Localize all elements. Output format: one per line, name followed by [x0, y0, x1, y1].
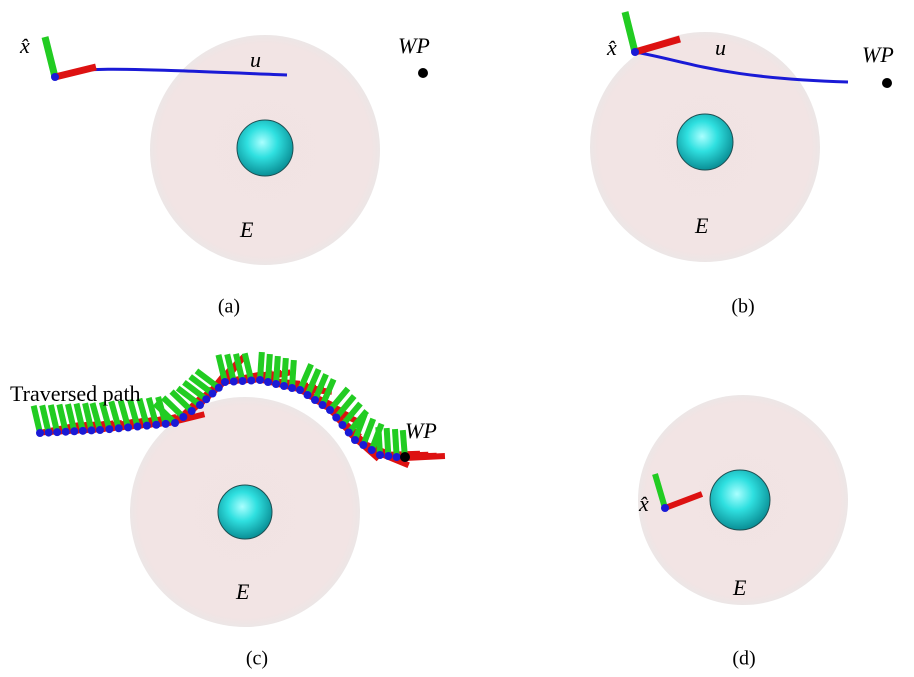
robot-label: x̂ [638, 491, 649, 516]
trail-point [162, 420, 170, 428]
trail-point [152, 421, 160, 429]
caption: (a) [218, 296, 240, 318]
robot-label: x̂ [19, 33, 30, 58]
trail-point [272, 380, 280, 388]
trail-point [351, 436, 359, 444]
frame-axis-y [42, 405, 48, 432]
trail-point [264, 378, 272, 386]
trail-point [319, 401, 327, 409]
control-label: u [715, 35, 726, 60]
trail-point [209, 390, 217, 398]
trail-point [332, 414, 340, 422]
trail-point [45, 429, 53, 437]
frame-axis-y [387, 428, 389, 456]
obstacle [710, 470, 770, 530]
trail-point [87, 426, 95, 434]
trail-point [96, 426, 104, 434]
trail-point [53, 428, 61, 436]
trail-point [62, 428, 70, 436]
trail-point [345, 429, 353, 437]
frame-axis-y [276, 356, 278, 384]
figure: x̂ u WP E (a) x̂ u WP E (b) Traversed pa… [0, 0, 914, 677]
trail-point [124, 423, 132, 431]
trail-point [280, 382, 288, 390]
region-label: E [732, 575, 747, 600]
trail-point [134, 423, 142, 431]
frame-axis-y [34, 406, 40, 433]
trail-point [115, 424, 123, 432]
trail-point [221, 378, 229, 386]
trail-point [202, 395, 210, 403]
frame-axis-y [284, 358, 286, 386]
waypoint [418, 68, 428, 78]
control-label: u [250, 47, 261, 72]
trail-point [296, 386, 304, 394]
frame-axis-y [292, 360, 294, 388]
panel-d: x̂ E (d) [638, 395, 848, 670]
frame-axis-y [363, 419, 373, 445]
trail-point [215, 384, 223, 392]
frame-axis-y [378, 427, 380, 455]
trail-point [36, 429, 44, 437]
waypoint [882, 78, 892, 88]
panel-b: x̂ u WP E (b) [590, 12, 894, 318]
robot [661, 504, 669, 512]
frame-axis-y [268, 354, 270, 382]
trail-point [188, 407, 196, 415]
frame-axis-y [45, 37, 55, 77]
trail-point [376, 451, 384, 459]
frame-axis-x [405, 456, 445, 458]
trail-point [79, 427, 87, 435]
trail-point [393, 453, 401, 461]
trail-point [311, 396, 319, 404]
trail-point [196, 401, 204, 409]
trail-point [239, 377, 247, 385]
robot [631, 48, 639, 56]
trail-point [179, 413, 187, 421]
trail-point [230, 378, 238, 386]
frame-axis-y [260, 352, 262, 380]
caption: (b) [731, 296, 754, 318]
obstacle [237, 120, 293, 176]
region-label: E [694, 213, 709, 238]
trail-point [143, 422, 151, 430]
caption: (c) [246, 648, 268, 670]
robot-label: x̂ [606, 35, 617, 60]
obstacle [218, 485, 272, 539]
trail-point [359, 441, 367, 449]
trail-point [326, 406, 334, 414]
robot [51, 73, 59, 81]
frame-axis-x [55, 67, 96, 77]
trail-point [256, 376, 264, 384]
trail-point [339, 421, 347, 429]
path-label: Traversed path [10, 381, 141, 406]
region-label: E [235, 579, 250, 604]
panel-a: x̂ u WP E (a) [19, 33, 430, 318]
frame-axis-y [625, 12, 635, 52]
trail-point [368, 446, 376, 454]
frame-axis-y [395, 429, 397, 457]
waypoint-label: WP [862, 42, 894, 67]
trail-point [171, 419, 179, 427]
trail-point [288, 384, 296, 392]
waypoint-label: WP [405, 418, 437, 443]
caption: (d) [732, 648, 755, 670]
region-label: E [239, 217, 254, 242]
trail-point [247, 377, 255, 385]
trail-point [105, 425, 113, 433]
obstacle [677, 114, 733, 170]
waypoint [400, 452, 410, 462]
waypoint-label: WP [398, 33, 430, 58]
trail-point [304, 391, 312, 399]
trail-point [70, 427, 78, 435]
panel-c: Traversed path WP E (c) [10, 352, 445, 670]
trail-point [384, 452, 392, 460]
